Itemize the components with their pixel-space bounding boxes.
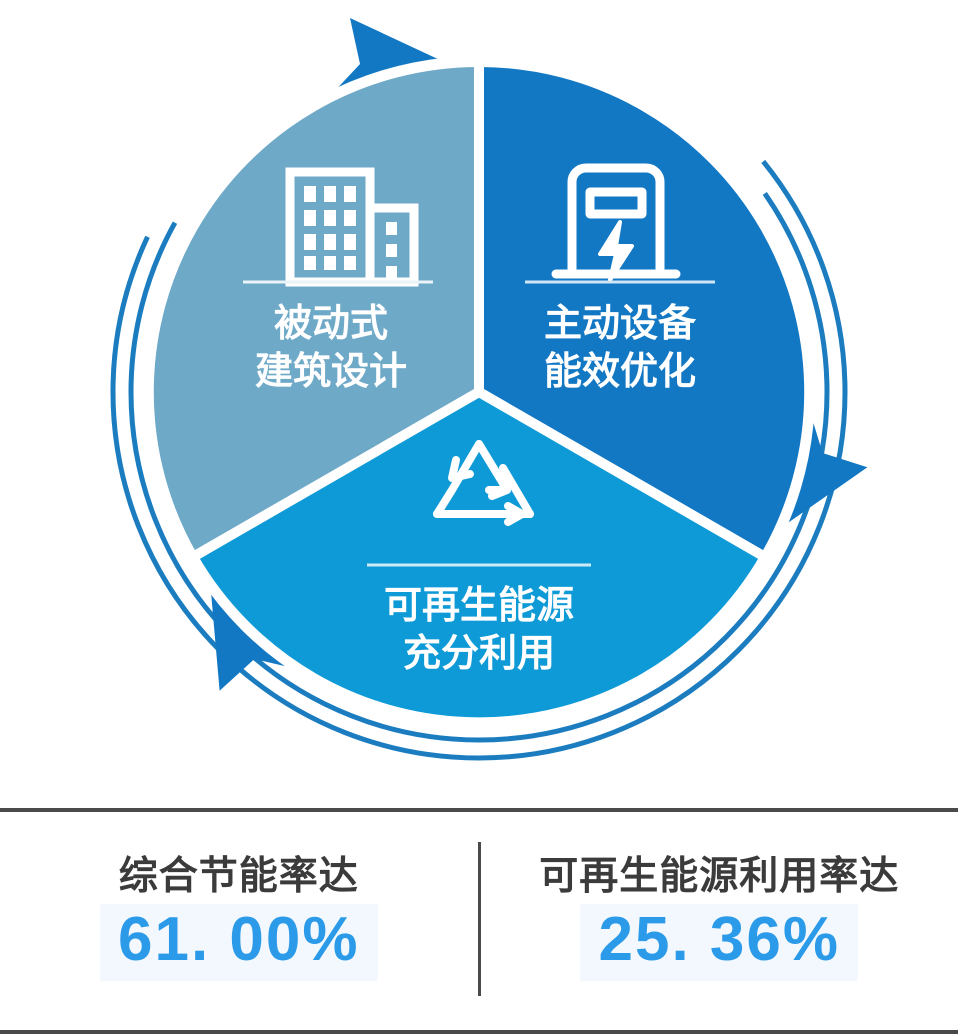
outer-ring-2 [128, 41, 830, 743]
building-icon [285, 167, 419, 287]
stat-title-overall-savings: 综合节能率达 [118, 855, 359, 899]
outer-rings [110, 23, 848, 761]
segment-passive-design-label-1: 被动式 [274, 303, 388, 345]
segment-active-equipment-label-1: 主动设备 [544, 303, 697, 345]
segment-passive-design[interactable]: 被动式 建筑设计 [143, 57, 484, 562]
stats-divider [477, 842, 481, 996]
segment-active-equipment-label-2: 能效优化 [544, 351, 696, 393]
segment-passive-design-slice[interactable] [143, 57, 484, 562]
segment-renewable-energy-label-1: 可再生能源 [384, 585, 574, 627]
charging-station-icon [551, 163, 681, 282]
stats-panel: 综合节能率达 61. 00% 可再生能源利用率达 25. 36% [0, 808, 958, 1034]
segment-active-equipment[interactable]: 主动设备 能效优化 [474, 57, 815, 562]
stat-value-overall-savings: 61. 00% [99, 904, 378, 981]
stat-title-renewable-usage: 可再生能源利用率达 [539, 855, 900, 899]
segment-renewable-energy-label-2: 充分利用 [403, 633, 555, 675]
stat-card-overall-savings: 综合节能率达 61. 00% [0, 812, 478, 1030]
stat-card-renewable-usage: 可再生能源利用率达 25. 36% [481, 812, 958, 1030]
cycle-wheel-diagram: 被动式 建筑设计 主动设备 能效优化 [110, 18, 868, 761]
segment-renewable-energy-slice[interactable] [188, 387, 770, 728]
segment-active-equipment-slice[interactable] [474, 57, 815, 562]
outer-ring-1 [110, 23, 848, 761]
segment-passive-design-label-2: 建筑设计 [255, 351, 407, 393]
wheel-svg: 被动式 建筑设计 主动设备 能效优化 [110, 18, 868, 761]
segment-renewable-energy[interactable]: 可再生能源 充分利用 [188, 387, 770, 728]
recycle-icon [433, 440, 534, 526]
stat-value-renewable-usage: 25. 36% [580, 904, 858, 981]
